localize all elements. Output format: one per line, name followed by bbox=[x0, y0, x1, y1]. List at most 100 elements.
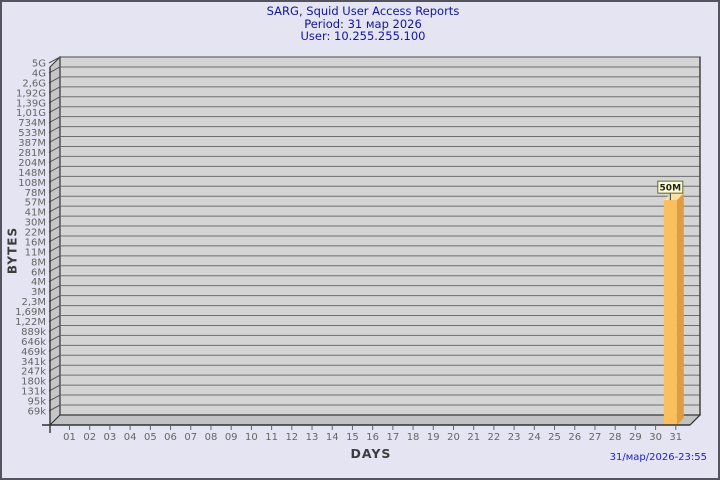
x-axis-title: DAYS bbox=[350, 446, 392, 461]
x-tick-label: 23 bbox=[508, 432, 521, 443]
y-tick bbox=[48, 215, 61, 223]
y-tick-label: 180k bbox=[21, 377, 46, 388]
y-tick bbox=[48, 205, 61, 213]
y-axis-title: BYTES bbox=[5, 226, 20, 275]
x-tick-label: 25 bbox=[548, 432, 561, 443]
x-tick-label: 03 bbox=[104, 432, 117, 443]
x-tick-label: 09 bbox=[225, 432, 238, 443]
x-tick-label: 17 bbox=[386, 432, 399, 443]
y-tick bbox=[48, 66, 61, 74]
y-tick bbox=[48, 126, 61, 134]
y-tick bbox=[48, 195, 61, 203]
y-tick bbox=[48, 325, 61, 332]
bar-side-face bbox=[676, 193, 684, 425]
x-tick-label: 20 bbox=[447, 432, 460, 443]
y-tick-label: 387M bbox=[18, 138, 46, 149]
corner-bevel bbox=[689, 414, 701, 426]
x-tick-label: 31 bbox=[669, 432, 682, 443]
x-tick-label: 07 bbox=[184, 432, 197, 443]
y-tick bbox=[48, 394, 61, 402]
y-tick-label: 646k bbox=[21, 337, 46, 348]
y-tick-label: 1,01G bbox=[16, 108, 46, 119]
floor-3d bbox=[48, 414, 702, 426]
y-tick bbox=[48, 165, 61, 173]
y-tick bbox=[48, 76, 61, 84]
y-tick-label: 41M bbox=[25, 208, 46, 219]
y-tick bbox=[48, 106, 61, 114]
y-tick-label: 204M bbox=[18, 158, 46, 169]
x-tick-label: 11 bbox=[265, 432, 278, 443]
y-tick-label: 95k bbox=[27, 397, 46, 408]
chart-title-block: SARG, Squid User Access Reports Period: … bbox=[0, 5, 720, 43]
x-tick-label: 10 bbox=[245, 432, 258, 443]
y-tick-label: 6M bbox=[31, 267, 46, 278]
y-tick-label: 8M bbox=[31, 257, 46, 268]
y-tick bbox=[48, 116, 61, 124]
x-tick-label: 12 bbox=[285, 432, 298, 443]
y-tick bbox=[48, 235, 61, 243]
y-tick-label: 148M bbox=[18, 168, 46, 179]
y-tick-label: 16M bbox=[25, 237, 46, 248]
y-tick bbox=[48, 295, 61, 303]
x-tick-label: 08 bbox=[205, 432, 218, 443]
y-tick bbox=[48, 374, 61, 382]
x-tick-label: 21 bbox=[467, 432, 480, 443]
y-tick bbox=[48, 155, 61, 163]
y-tick bbox=[48, 344, 61, 352]
y-tick-label: 1,39G bbox=[16, 98, 46, 109]
y-tick bbox=[48, 56, 61, 64]
y-tick-label: 734M bbox=[18, 118, 46, 129]
y-tick bbox=[48, 265, 61, 273]
y-tick-label: 1,69M bbox=[15, 307, 46, 318]
x-tick-label: 01 bbox=[63, 432, 76, 443]
y-tick-label: 889k bbox=[21, 327, 46, 338]
bar-day-31 bbox=[663, 200, 677, 425]
x-tick-label: 13 bbox=[306, 432, 319, 443]
y-tick bbox=[48, 404, 61, 412]
y-tick-label: 131k bbox=[21, 387, 46, 398]
x-tick-label: 22 bbox=[488, 432, 501, 443]
y-tick-label: 22M bbox=[25, 228, 46, 239]
x-tick-label: 06 bbox=[164, 432, 177, 443]
y-tick bbox=[48, 315, 61, 322]
y-tick bbox=[48, 245, 61, 253]
x-tick-label: 29 bbox=[629, 432, 642, 443]
x-tick-label: 14 bbox=[326, 432, 339, 443]
y-tick bbox=[48, 354, 61, 362]
x-tick-label: 27 bbox=[589, 432, 602, 443]
y-tick bbox=[48, 96, 61, 104]
y-tick bbox=[48, 364, 61, 372]
bar-value-label: 50M bbox=[660, 184, 682, 194]
y-tick bbox=[48, 384, 61, 392]
x-tick-label: 15 bbox=[346, 432, 359, 443]
bar-top-face bbox=[663, 193, 684, 201]
y-tick-label: 469k bbox=[21, 347, 46, 358]
y-tick bbox=[48, 175, 61, 183]
y-tick-label: 11M bbox=[25, 247, 46, 258]
y-tick-label: 247k bbox=[21, 367, 46, 378]
y-tick bbox=[48, 305, 61, 313]
y-tick-label: 57M bbox=[25, 198, 46, 209]
y-tick-label: 4M bbox=[31, 277, 46, 288]
y-tick-label: 2,3M bbox=[21, 297, 46, 308]
y-tick-label: 30M bbox=[25, 218, 46, 229]
y-tick bbox=[48, 275, 61, 283]
x-tick-label: 05 bbox=[144, 432, 157, 443]
y-tick bbox=[48, 86, 61, 94]
x-tick-label: 24 bbox=[528, 432, 541, 443]
y-tick bbox=[48, 136, 61, 143]
y-tick-label: 2,6G bbox=[22, 78, 46, 89]
y-tick-label: 4G bbox=[32, 68, 46, 79]
x-tick-label: 04 bbox=[124, 432, 137, 443]
y-tick-label: 281M bbox=[18, 148, 46, 159]
y-tick bbox=[48, 225, 61, 233]
x-tick-label: 30 bbox=[649, 432, 662, 443]
y-tick bbox=[48, 255, 61, 263]
report-timestamp: 31/мар/2026-23:55 bbox=[609, 452, 707, 463]
y-tick-label: 3M bbox=[31, 287, 46, 298]
chart-title: SARG, Squid User Access Reports bbox=[266, 4, 460, 18]
x-tick-label: 19 bbox=[427, 432, 440, 443]
y-tick bbox=[48, 185, 61, 193]
y-tick-label: 69k bbox=[27, 407, 46, 418]
